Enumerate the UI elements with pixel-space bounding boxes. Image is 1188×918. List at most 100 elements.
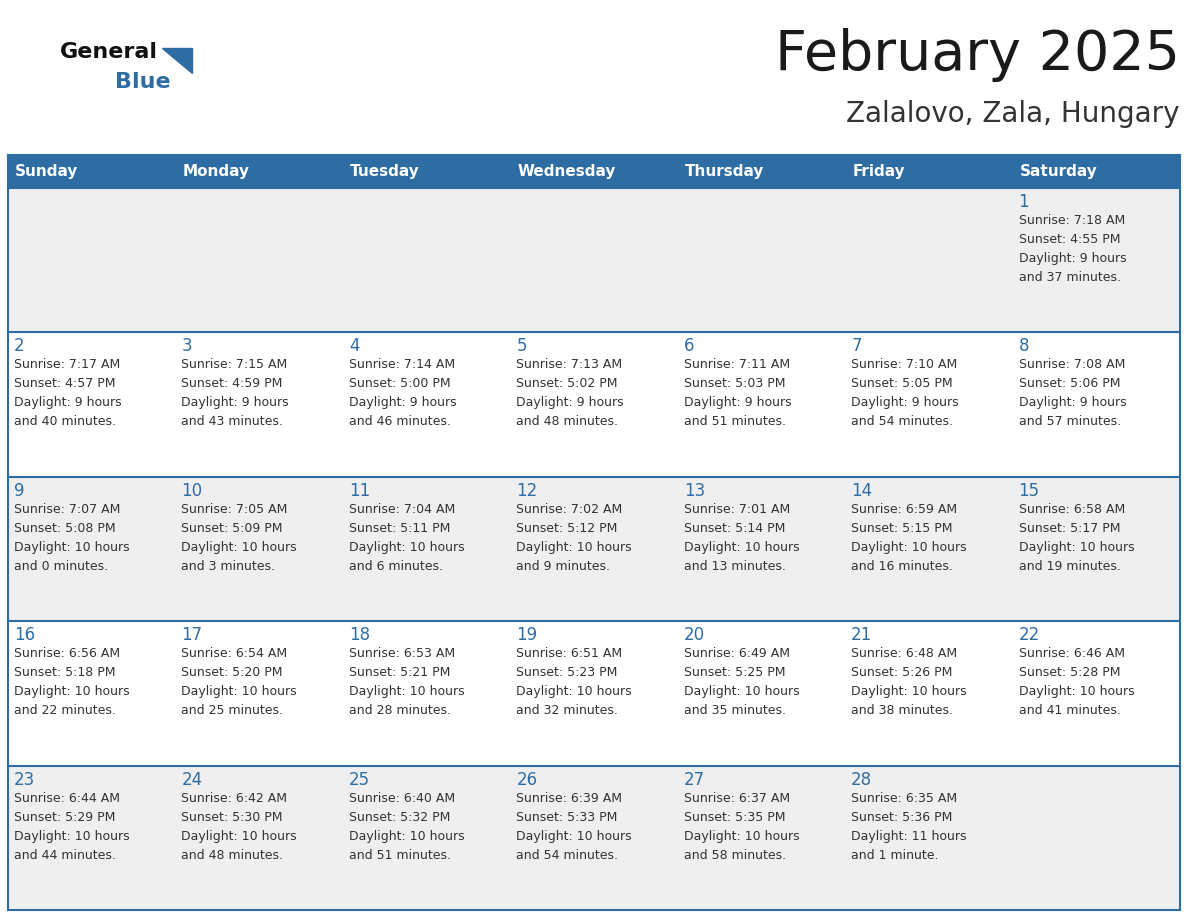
Text: Daylight: 10 hours: Daylight: 10 hours	[349, 685, 465, 699]
Text: Daylight: 10 hours: Daylight: 10 hours	[182, 830, 297, 843]
Text: 28: 28	[851, 770, 872, 789]
Text: 6: 6	[684, 338, 694, 355]
Bar	[845, 476, 1012, 621]
Bar	[8, 188, 176, 332]
Text: Daylight: 10 hours: Daylight: 10 hours	[684, 830, 800, 843]
Text: and 48 minutes.: and 48 minutes.	[517, 416, 618, 429]
Text: Sunrise: 6:59 AM: Sunrise: 6:59 AM	[851, 503, 958, 516]
Text: 12: 12	[517, 482, 537, 499]
Text: Sunset: 5:12 PM: Sunset: 5:12 PM	[517, 521, 618, 535]
Bar	[677, 621, 845, 766]
Bar	[8, 766, 176, 910]
Text: Sunset: 4:59 PM: Sunset: 4:59 PM	[182, 377, 283, 390]
Text: and 19 minutes.: and 19 minutes.	[1018, 560, 1120, 573]
Text: Daylight: 10 hours: Daylight: 10 hours	[684, 685, 800, 699]
Text: Sunrise: 7:17 AM: Sunrise: 7:17 AM	[14, 358, 120, 372]
Bar	[343, 188, 511, 332]
Text: Sunrise: 6:37 AM: Sunrise: 6:37 AM	[684, 791, 790, 804]
Text: Sunset: 5:05 PM: Sunset: 5:05 PM	[851, 377, 953, 390]
Bar	[511, 476, 677, 621]
Text: Thursday: Thursday	[684, 164, 764, 179]
Text: Sunrise: 7:05 AM: Sunrise: 7:05 AM	[182, 503, 287, 516]
Text: Zalalovo, Zala, Hungary: Zalalovo, Zala, Hungary	[847, 100, 1180, 128]
Bar	[511, 766, 677, 910]
Text: Sunday: Sunday	[15, 164, 78, 179]
Bar	[176, 476, 343, 621]
Bar	[845, 188, 1012, 332]
Text: Sunset: 5:30 PM: Sunset: 5:30 PM	[182, 811, 283, 823]
Text: and 44 minutes.: and 44 minutes.	[14, 848, 116, 862]
Bar	[511, 188, 677, 332]
Text: and 13 minutes.: and 13 minutes.	[684, 560, 785, 573]
Text: and 38 minutes.: and 38 minutes.	[851, 704, 953, 717]
Text: and 9 minutes.: and 9 minutes.	[517, 560, 611, 573]
Text: 4: 4	[349, 338, 359, 355]
Bar	[343, 476, 511, 621]
Text: 26: 26	[517, 770, 537, 789]
Text: Sunset: 5:32 PM: Sunset: 5:32 PM	[349, 811, 450, 823]
Text: Sunrise: 6:35 AM: Sunrise: 6:35 AM	[851, 791, 958, 804]
Text: Sunrise: 6:49 AM: Sunrise: 6:49 AM	[684, 647, 790, 660]
Bar	[845, 155, 1012, 188]
Text: and 51 minutes.: and 51 minutes.	[684, 416, 785, 429]
Text: Daylight: 10 hours: Daylight: 10 hours	[182, 685, 297, 699]
Text: Sunset: 5:06 PM: Sunset: 5:06 PM	[1018, 377, 1120, 390]
Text: February 2025: February 2025	[775, 28, 1180, 82]
Bar	[176, 332, 343, 476]
Bar	[8, 332, 176, 476]
Text: Daylight: 10 hours: Daylight: 10 hours	[517, 541, 632, 554]
Text: Daylight: 11 hours: Daylight: 11 hours	[851, 830, 967, 843]
Bar	[677, 332, 845, 476]
Text: Daylight: 10 hours: Daylight: 10 hours	[182, 541, 297, 554]
Text: Sunset: 4:55 PM: Sunset: 4:55 PM	[1018, 233, 1120, 246]
Text: Sunrise: 7:04 AM: Sunrise: 7:04 AM	[349, 503, 455, 516]
Bar	[1012, 155, 1180, 188]
Polygon shape	[162, 48, 192, 73]
Text: and 35 minutes.: and 35 minutes.	[684, 704, 785, 717]
Text: 17: 17	[182, 626, 202, 644]
Text: Sunset: 5:20 PM: Sunset: 5:20 PM	[182, 666, 283, 679]
Text: Sunrise: 7:11 AM: Sunrise: 7:11 AM	[684, 358, 790, 372]
Text: and 28 minutes.: and 28 minutes.	[349, 704, 451, 717]
Text: Sunset: 5:11 PM: Sunset: 5:11 PM	[349, 521, 450, 535]
Text: and 54 minutes.: and 54 minutes.	[517, 848, 618, 862]
Text: Sunset: 5:28 PM: Sunset: 5:28 PM	[1018, 666, 1120, 679]
Bar	[176, 621, 343, 766]
Bar	[845, 332, 1012, 476]
Text: Sunset: 5:36 PM: Sunset: 5:36 PM	[851, 811, 953, 823]
Text: 7: 7	[851, 338, 861, 355]
Text: Tuesday: Tuesday	[349, 164, 419, 179]
Bar	[511, 155, 677, 188]
Text: Sunset: 5:33 PM: Sunset: 5:33 PM	[517, 811, 618, 823]
Text: 1: 1	[1018, 193, 1029, 211]
Text: and 51 minutes.: and 51 minutes.	[349, 848, 451, 862]
Text: 21: 21	[851, 626, 872, 644]
Text: and 48 minutes.: and 48 minutes.	[182, 848, 284, 862]
Bar	[1012, 621, 1180, 766]
Text: Sunrise: 6:44 AM: Sunrise: 6:44 AM	[14, 791, 120, 804]
Text: 27: 27	[684, 770, 704, 789]
Text: Sunrise: 6:42 AM: Sunrise: 6:42 AM	[182, 791, 287, 804]
Text: and 1 minute.: and 1 minute.	[851, 848, 939, 862]
Text: Sunrise: 7:18 AM: Sunrise: 7:18 AM	[1018, 214, 1125, 227]
Text: and 40 minutes.: and 40 minutes.	[14, 416, 116, 429]
Text: Saturday: Saturday	[1019, 164, 1098, 179]
Text: 5: 5	[517, 338, 526, 355]
Text: and 46 minutes.: and 46 minutes.	[349, 416, 450, 429]
Text: Sunrise: 6:53 AM: Sunrise: 6:53 AM	[349, 647, 455, 660]
Text: Daylight: 9 hours: Daylight: 9 hours	[14, 397, 121, 409]
Text: and 6 minutes.: and 6 minutes.	[349, 560, 443, 573]
Text: Sunrise: 6:48 AM: Sunrise: 6:48 AM	[851, 647, 958, 660]
Text: Sunset: 5:09 PM: Sunset: 5:09 PM	[182, 521, 283, 535]
Text: and 43 minutes.: and 43 minutes.	[182, 416, 283, 429]
Text: Sunrise: 6:51 AM: Sunrise: 6:51 AM	[517, 647, 623, 660]
Text: Sunset: 5:03 PM: Sunset: 5:03 PM	[684, 377, 785, 390]
Text: and 58 minutes.: and 58 minutes.	[684, 848, 785, 862]
Text: 19: 19	[517, 626, 537, 644]
Text: Daylight: 10 hours: Daylight: 10 hours	[684, 541, 800, 554]
Text: Daylight: 9 hours: Daylight: 9 hours	[349, 397, 456, 409]
Text: Daylight: 10 hours: Daylight: 10 hours	[517, 685, 632, 699]
Text: Sunrise: 6:46 AM: Sunrise: 6:46 AM	[1018, 647, 1125, 660]
Text: Sunset: 5:15 PM: Sunset: 5:15 PM	[851, 521, 953, 535]
Text: Sunset: 5:23 PM: Sunset: 5:23 PM	[517, 666, 618, 679]
